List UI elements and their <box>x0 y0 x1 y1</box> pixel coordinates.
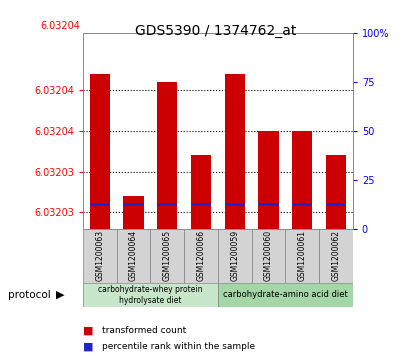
Bar <box>258 203 278 206</box>
Text: GDS5390 / 1374762_at: GDS5390 / 1374762_at <box>135 24 296 38</box>
Bar <box>83 283 218 307</box>
Text: GSM1200061: GSM1200061 <box>298 231 307 281</box>
Text: GSM1200066: GSM1200066 <box>197 231 205 281</box>
Text: carbohydrate-amino acid diet: carbohydrate-amino acid diet <box>223 290 348 299</box>
Bar <box>90 73 110 229</box>
Text: ■: ■ <box>83 325 93 335</box>
Bar <box>292 203 312 206</box>
Bar <box>184 229 218 283</box>
Bar <box>326 155 346 229</box>
Text: percentile rank within the sample: percentile rank within the sample <box>102 342 255 351</box>
Text: GSM1200065: GSM1200065 <box>163 231 172 281</box>
Text: transformed count: transformed count <box>102 326 186 335</box>
Bar <box>157 203 178 206</box>
Bar <box>191 203 211 206</box>
Bar <box>151 229 184 283</box>
Bar <box>218 229 251 283</box>
Bar <box>157 82 178 229</box>
Text: GSM1200063: GSM1200063 <box>95 231 104 281</box>
Text: GSM1200062: GSM1200062 <box>332 231 340 281</box>
Text: GSM1200060: GSM1200060 <box>264 231 273 281</box>
Bar <box>83 229 117 283</box>
Bar <box>251 229 286 283</box>
Bar <box>117 229 151 283</box>
Text: protocol: protocol <box>8 290 51 300</box>
Bar <box>286 229 319 283</box>
Bar <box>292 131 312 229</box>
Text: GSM1200064: GSM1200064 <box>129 231 138 281</box>
Bar <box>225 73 245 229</box>
Bar <box>124 196 144 229</box>
Bar <box>124 203 144 206</box>
Bar <box>319 229 353 283</box>
Bar <box>90 203 110 206</box>
Text: ■: ■ <box>83 342 93 352</box>
Bar <box>258 131 278 229</box>
Bar <box>225 203 245 206</box>
Text: carbohydrate-whey protein
hydrolysate diet: carbohydrate-whey protein hydrolysate di… <box>98 285 203 305</box>
Text: 6.03204: 6.03204 <box>40 21 81 31</box>
Bar <box>326 203 346 206</box>
Bar <box>191 155 211 229</box>
Bar <box>218 283 353 307</box>
Text: ▶: ▶ <box>56 290 64 300</box>
Text: GSM1200059: GSM1200059 <box>230 231 239 281</box>
